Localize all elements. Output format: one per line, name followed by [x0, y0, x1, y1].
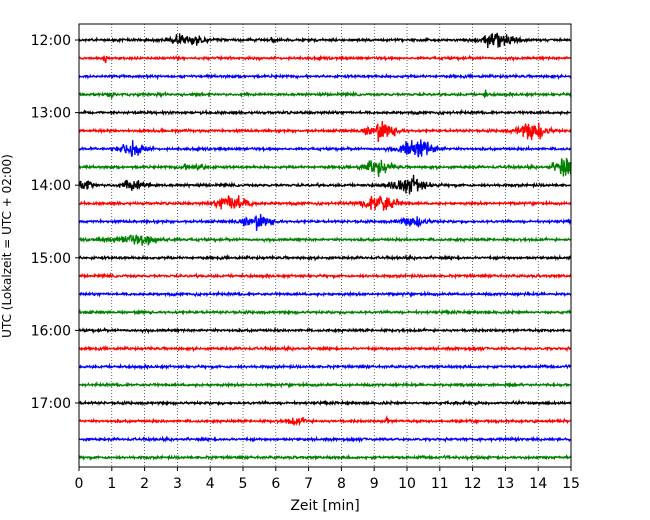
- y-tick-label: 14:00: [31, 178, 71, 194]
- trace-1230: [78, 72, 572, 81]
- y-tick-label: 12:00: [31, 33, 71, 49]
- seismic-traces: [78, 32, 572, 462]
- trace-1615: [78, 344, 572, 353]
- x-tick-label: 14: [529, 476, 547, 492]
- x-tick-label: 10: [398, 476, 416, 492]
- trace-1545: [78, 308, 572, 316]
- trace-1415: [78, 195, 572, 211]
- trace-1430: [78, 213, 572, 231]
- trace-1445: [78, 234, 572, 246]
- trace-1215: [78, 54, 572, 64]
- trace-1700: [78, 398, 572, 407]
- y-tick-label: 17:00: [31, 396, 71, 412]
- x-tick-label: 5: [239, 476, 248, 492]
- x-tick-label: 12: [464, 476, 482, 492]
- trace-1200: [78, 32, 572, 49]
- trace-1530: [78, 290, 572, 298]
- trace-1630: [78, 362, 572, 371]
- plot-frame: [78, 23, 572, 468]
- x-tick-label: 6: [271, 476, 280, 492]
- x-axis-label: Zeit [min]: [290, 498, 359, 514]
- x-tick-label: 11: [431, 476, 449, 492]
- trace-1300: [78, 108, 572, 117]
- trace-1715: [78, 414, 572, 427]
- x-tick-label: 8: [337, 476, 346, 492]
- y-tick-label: 15:00: [31, 251, 71, 267]
- x-axis-ticks: 0 1 2 3 4 5 6 7 8 9 10 11 12 13 14 15: [75, 467, 580, 492]
- trace-1345: [78, 157, 572, 178]
- y-tick-label: 16:00: [31, 323, 71, 339]
- trace-1645: [78, 380, 572, 389]
- trace-1600: [78, 326, 572, 335]
- y-tick-label: 13:00: [31, 106, 71, 122]
- trace-1315: [78, 120, 572, 143]
- trace-1330: [78, 139, 572, 158]
- x-tick-label: 15: [562, 476, 580, 492]
- x-tick-label: 0: [75, 476, 84, 492]
- y-axis-label: UTC (Lokalzeit = UTC + 02:00): [0, 154, 14, 338]
- vertical-gridlines: [111, 24, 539, 467]
- trace-1400: [78, 174, 572, 195]
- x-tick-label: 9: [370, 476, 379, 492]
- trace-1245: [78, 89, 572, 99]
- x-tick-label: 7: [304, 476, 313, 492]
- x-tick-label: 4: [206, 476, 215, 492]
- y-axis-ticks: 12:00 13:00 14:00 15:00 16:00 17:00: [31, 33, 79, 412]
- trace-1745: [78, 453, 572, 462]
- trace-1730: [78, 435, 572, 444]
- trace-1500: [78, 253, 572, 262]
- x-tick-label: 1: [107, 476, 116, 492]
- x-tick-label: 13: [496, 476, 514, 492]
- x-tick-label: 3: [173, 476, 182, 492]
- x-tick-label: 2: [140, 476, 149, 492]
- trace-1515: [78, 271, 572, 280]
